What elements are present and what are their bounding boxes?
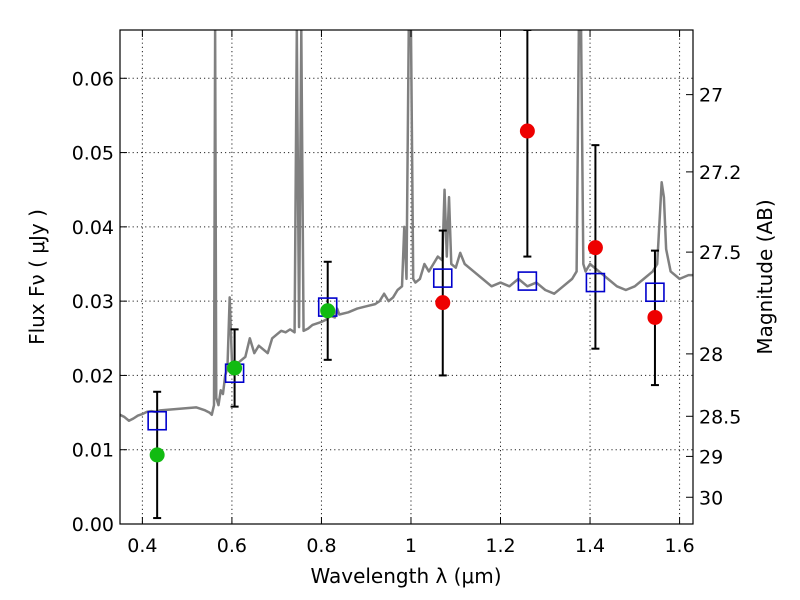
observed-flux-marker — [227, 360, 243, 376]
y2-tick-label: 28.5 — [699, 406, 741, 428]
x-tick-label: 0.8 — [306, 535, 336, 557]
model-photometry-marker — [517, 271, 538, 291]
y-axis-title: Flux Fν ( μJy ) — [25, 209, 49, 345]
y2-tick-label: 30 — [699, 487, 723, 509]
y-tick-label: 0.02 — [72, 365, 114, 387]
x-tick-label: 0.6 — [217, 535, 247, 557]
x-tick-label: 0.4 — [127, 535, 157, 557]
y-tick-label: 0.00 — [72, 514, 114, 536]
y-tick-label: 0.03 — [72, 291, 114, 313]
x-tick-label: 1.2 — [485, 535, 515, 557]
axes: 0.4 0.6 0.8 1 1.2 1.4 1.6 0.00 0.01 0.02 0.03 0.04 0… — [72, 30, 741, 557]
observed-flux-marker — [587, 240, 603, 256]
y2-tick-label: 28 — [699, 344, 723, 366]
x-axis-title: Wavelength λ (μm) — [310, 564, 501, 588]
observed-flux-marker — [435, 295, 451, 311]
y-tick-label: 0.01 — [72, 440, 114, 462]
y-tick-label: 0.04 — [72, 217, 114, 239]
observed-flux-marker — [320, 303, 336, 319]
model-photometry-marker — [585, 272, 606, 293]
y-tick-label: 0.05 — [72, 143, 114, 165]
spectrum-line — [120, 30, 693, 422]
plot-area — [120, 30, 693, 520]
x-tick-label: 1.4 — [575, 535, 605, 557]
model-photometry-marker — [432, 268, 453, 288]
model-photometry-marker — [147, 410, 167, 431]
y2-tick-label: 29 — [699, 446, 723, 468]
y2-axis-title: Magnitude (AB) — [753, 199, 777, 354]
observed-flux-marker — [647, 309, 663, 325]
y-tick-label: 0.06 — [72, 68, 114, 90]
y2-tick-label: 27.2 — [699, 162, 741, 184]
observed-flux-marker — [149, 447, 165, 463]
y2-tick-label: 27 — [699, 85, 723, 107]
plot-frame — [119, 29, 694, 525]
model-photometry-marker — [645, 282, 665, 303]
observed-flux-marker — [519, 123, 535, 139]
x-tick-label: 1.6 — [664, 535, 694, 557]
y2-tick-label: 27.5 — [699, 242, 741, 264]
x-tick-label: 1 — [405, 535, 417, 557]
